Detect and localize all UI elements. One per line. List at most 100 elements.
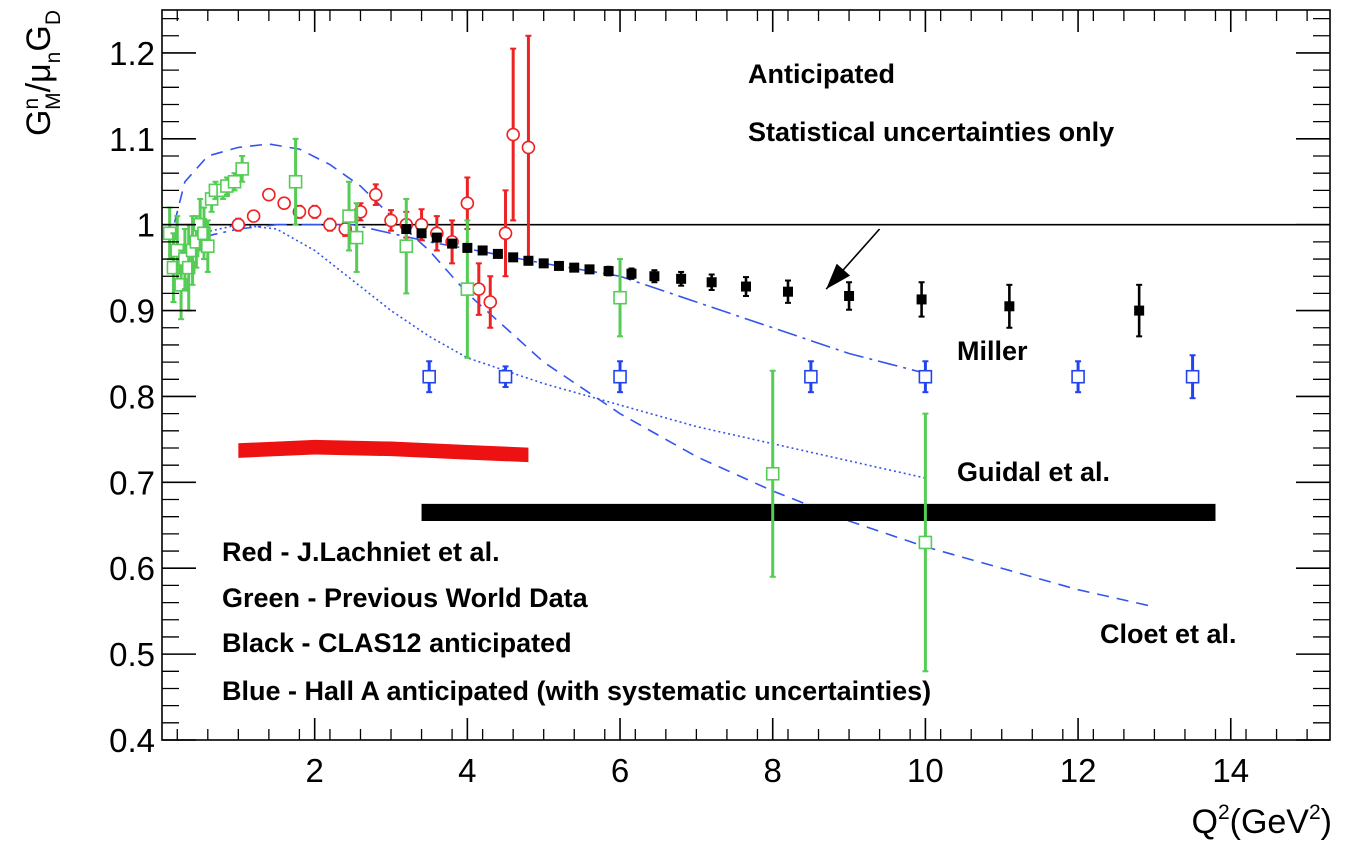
data-point <box>277 196 291 211</box>
data-point <box>569 262 580 273</box>
data-point <box>706 277 717 288</box>
data-point <box>235 162 249 176</box>
data-point <box>626 268 637 279</box>
y-tick-label: 1 <box>137 207 155 244</box>
annotation-miller: Miller <box>957 336 1028 366</box>
data-point <box>349 230 364 245</box>
data-point <box>506 127 520 142</box>
x-axis-title-sup: 2 <box>1218 801 1230 824</box>
bands <box>238 439 1216 521</box>
y-tick-label: 0.8 <box>109 378 155 415</box>
data-point <box>472 282 486 296</box>
data-point <box>1071 369 1085 384</box>
data-point <box>782 286 793 297</box>
x-axis-title-unit-sup: 2 <box>1309 801 1321 824</box>
x-axis-title-close: ) <box>1321 803 1332 841</box>
data-point <box>1134 305 1145 316</box>
data-point <box>307 205 322 219</box>
uncertainty-band <box>421 503 1216 521</box>
data-point <box>676 273 687 284</box>
curve-dotted <box>169 223 926 479</box>
y-axis-title-gd: G <box>20 25 58 51</box>
data-point <box>916 294 927 305</box>
data-point <box>521 140 536 155</box>
legend-entry-blue: Blue - Hall A anticipated (with systemat… <box>222 676 931 706</box>
annotation-cloet: Cloet et al. <box>1100 619 1237 649</box>
annotation-stat-only: Statistical uncertainties only <box>748 117 1114 147</box>
data-point <box>1185 369 1200 384</box>
y-axis-title-g-sup: n <box>20 98 43 110</box>
data-point <box>288 174 303 189</box>
data-point <box>431 232 442 243</box>
y-axis-title-g: G <box>20 110 58 136</box>
data-series <box>162 34 1200 673</box>
annotation-guidal: Guidal et al. <box>957 457 1110 487</box>
data-point <box>227 174 242 189</box>
data-point <box>613 369 627 384</box>
data-point <box>918 535 933 550</box>
data-point <box>492 248 503 259</box>
x-axis-title-unit: (GeV <box>1230 803 1310 841</box>
data-point <box>201 239 215 253</box>
y-axis-title-slash: / <box>20 82 58 92</box>
x-axis-title: Q2(GeV2) <box>1191 801 1332 841</box>
annotation-arrow-head <box>826 263 851 290</box>
data-point <box>1004 301 1015 312</box>
x-tick-label: 10 <box>907 752 944 789</box>
data-point <box>844 290 855 301</box>
data-point <box>553 260 564 271</box>
x-tick-label: 2 <box>306 752 324 789</box>
x-tick-label: 14 <box>1212 752 1249 789</box>
x-axis-title-q: Q <box>1191 803 1217 841</box>
data-point <box>584 264 595 275</box>
data-point <box>462 242 473 253</box>
data-point <box>368 187 383 202</box>
data-point <box>422 369 436 384</box>
x-tick-label: 4 <box>458 752 476 789</box>
data-point <box>804 369 818 384</box>
data-point <box>538 258 549 269</box>
data-point <box>262 187 276 202</box>
x-tick-label: 6 <box>611 752 629 789</box>
y-axis-title-gd-sub: D <box>42 10 65 25</box>
data-point <box>416 228 427 239</box>
legend-entry-red: Red - J.Lachniet et al. <box>222 537 500 567</box>
data-point <box>498 226 513 241</box>
data-point <box>246 209 261 223</box>
data-point <box>399 239 414 253</box>
data-point <box>765 466 780 481</box>
data-point <box>523 255 534 266</box>
data-point <box>483 295 498 309</box>
y-tick-label: 0.6 <box>109 550 155 587</box>
x-tick-label: 8 <box>764 752 782 789</box>
y-tick-label: 0.7 <box>109 464 155 501</box>
data-point <box>460 282 475 296</box>
y-axis-title: GnM/μnGD <box>20 10 65 136</box>
data-point <box>342 209 356 223</box>
legend-entry-black: Black - CLAS12 anticipated <box>222 628 572 658</box>
y-tick-label: 0.5 <box>109 636 155 673</box>
y-tick-label: 1.1 <box>109 121 155 158</box>
data-point <box>401 224 412 234</box>
data-point <box>498 369 513 384</box>
data-point <box>649 271 660 282</box>
data-point <box>918 369 933 384</box>
y-tick-label: 1.2 <box>109 35 155 72</box>
data-point <box>477 245 488 256</box>
y-axis-title-g-sub: M <box>42 92 65 110</box>
data-point <box>323 217 337 232</box>
data-point <box>613 290 627 305</box>
data-point <box>231 217 246 232</box>
x-tick-label: 12 <box>1060 752 1097 789</box>
y-axis-title-mu-sub: n <box>42 52 65 64</box>
y-tick-label: 0.4 <box>109 722 155 759</box>
plot-frame <box>161 9 1331 741</box>
legend: Red - J.Lachniet et al. Green - Previous… <box>222 537 931 706</box>
legend-entry-green: Green - Previous World Data <box>222 583 589 613</box>
data-point <box>741 281 751 292</box>
annotation-anticipated: Anticipated <box>748 59 895 89</box>
data-point <box>508 252 519 263</box>
uncertainty-band <box>238 439 529 463</box>
